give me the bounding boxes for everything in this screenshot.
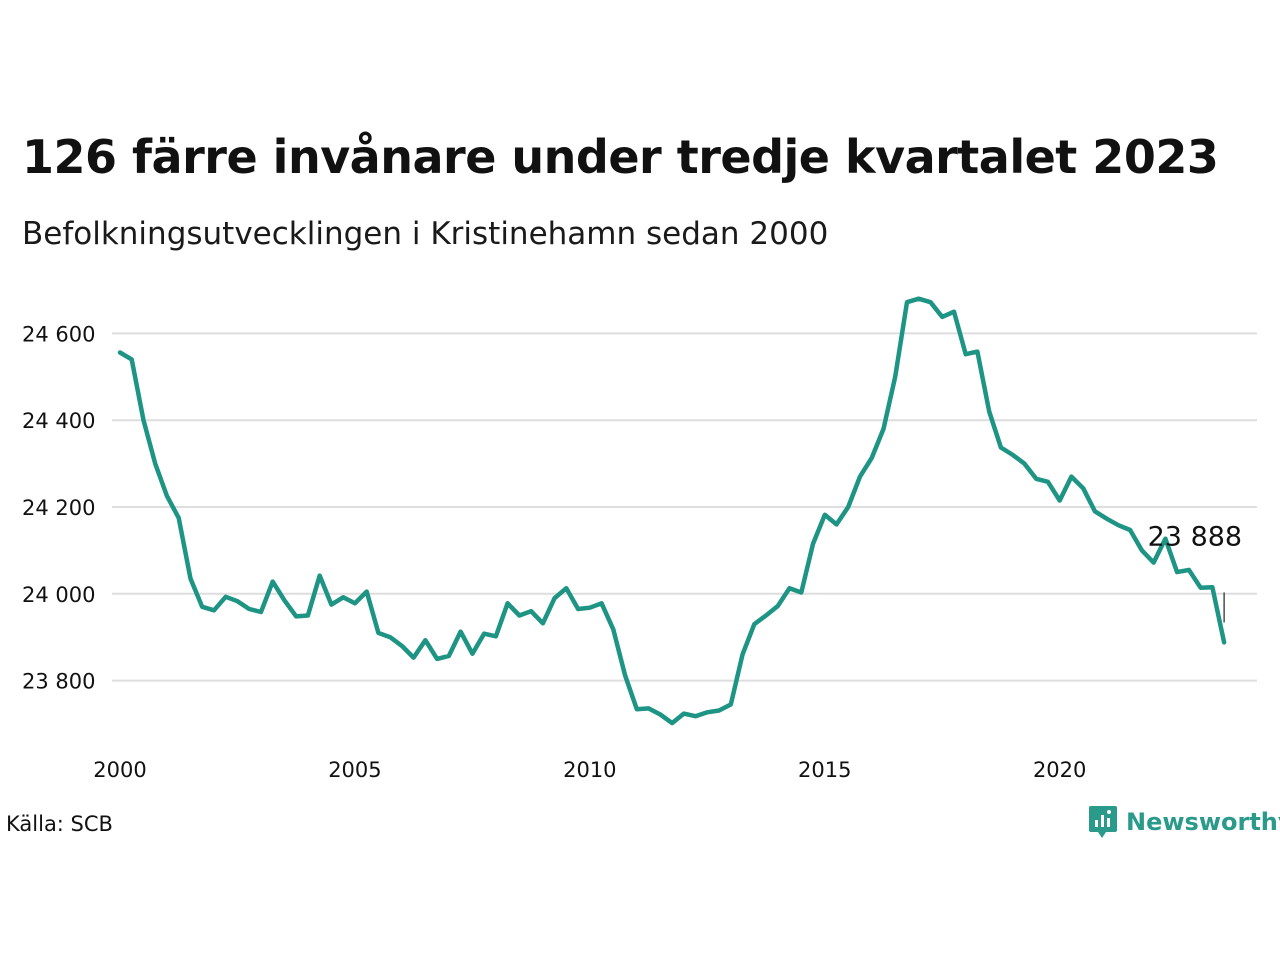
chart-title: 126 färre invånare under tredje kvartale… (22, 130, 1219, 184)
y-tick-label: 23 800 (22, 670, 95, 694)
x-tick-label: 2010 (563, 758, 616, 782)
y-tick-label: 24 000 (22, 583, 95, 607)
brand-logo[interactable]: Newsworthy (1088, 804, 1280, 840)
x-tick-label: 2015 (798, 758, 851, 782)
annotation-group: 23 888 (1148, 521, 1242, 623)
chart-subtitle: Befolkningsutvecklingen i Kristinehamn s… (22, 216, 829, 252)
brand-name: Newsworthy (1126, 808, 1280, 836)
x-tick-label: 2020 (1033, 758, 1086, 782)
annotation-label: 23 888 (1148, 521, 1242, 552)
chart-bubble-icon (1089, 806, 1117, 838)
y-tick-label: 24 400 (22, 409, 95, 433)
y-tick-label: 24 600 (22, 322, 95, 346)
series-group (117, 296, 1227, 726)
y-axis-ticks: 23 800 24 000 24 200 24 400 24 600 (22, 322, 95, 693)
source-note: Källa: SCB (6, 812, 113, 836)
gridlines (112, 332, 1257, 682)
x-tick-label: 2005 (328, 758, 381, 782)
x-axis-ticks: 2000 2005 2010 2015 2020 (93, 758, 1086, 782)
x-tick-label: 2000 (93, 758, 146, 782)
series-line (117, 296, 1227, 726)
y-tick-label: 24 200 (22, 496, 95, 520)
